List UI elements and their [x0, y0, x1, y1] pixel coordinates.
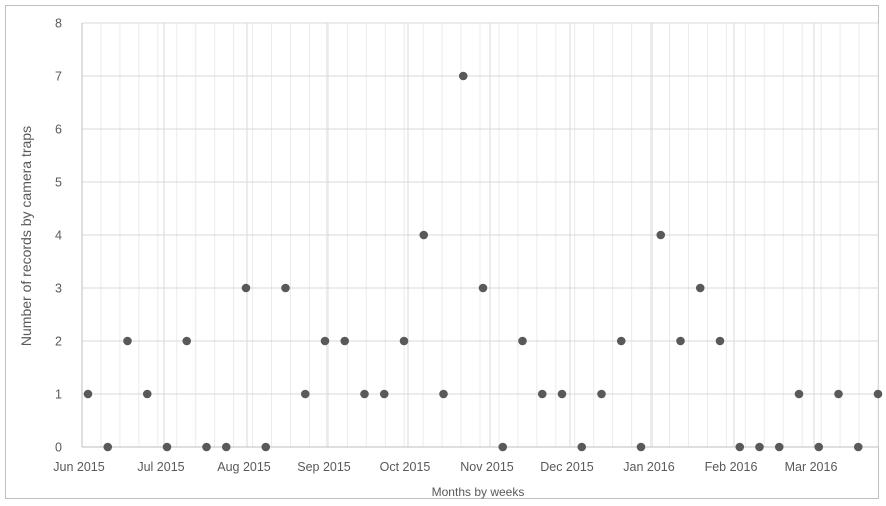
data-point [320, 336, 330, 346]
data-point [241, 283, 251, 293]
data-point [498, 442, 508, 452]
data-point [853, 442, 863, 452]
data-point [379, 389, 389, 399]
data-point [735, 442, 745, 452]
data-point [103, 442, 113, 452]
data-point [360, 389, 369, 399]
x-tick-label: Dec 2015 [540, 460, 594, 474]
data-point [774, 442, 784, 452]
data-point [814, 442, 824, 452]
data-point [202, 442, 211, 452]
x-axis-title: Months by weeks [432, 485, 525, 499]
data-point [755, 442, 764, 452]
y-tick-label: 0 [55, 441, 62, 455]
data-points [83, 71, 883, 452]
data-point [676, 336, 685, 346]
axes [81, 23, 878, 448]
x-tick-label: Aug 2015 [217, 460, 271, 474]
data-point [577, 442, 587, 452]
x-tick-label: Jan 2016 [623, 460, 674, 474]
data-point [478, 283, 488, 293]
y-tick-label: 4 [55, 229, 62, 243]
data-point [518, 336, 527, 346]
x-tick-label: Jun 2015 [53, 460, 104, 474]
data-point [656, 230, 666, 240]
y-tick-label: 3 [55, 282, 62, 296]
y-tick-label: 6 [55, 123, 62, 137]
data-point [616, 336, 626, 346]
data-point [123, 336, 132, 346]
data-point [873, 389, 883, 399]
data-point [142, 389, 152, 399]
x-tick-label: Feb 2016 [705, 460, 758, 474]
data-point [300, 389, 310, 399]
data-point [83, 389, 93, 399]
data-point [636, 442, 646, 452]
y-tick-label: 2 [55, 335, 62, 349]
x-tick-label: Mar 2016 [785, 460, 838, 474]
data-point [537, 389, 547, 399]
y-tick-label: 8 [55, 17, 62, 31]
data-point [439, 389, 448, 399]
y-axis-title: Number of records by camera traps [18, 126, 34, 346]
data-point [794, 389, 804, 399]
data-point [281, 283, 290, 293]
data-point [834, 389, 843, 399]
data-point [597, 389, 606, 399]
tick-labels: Jun 2015 Jul 2015 Aug 2015 Sep 2015 Oct 2015… [53, 17, 837, 475]
y-tick-label: 1 [55, 388, 62, 402]
data-point [557, 389, 567, 399]
data-point [261, 442, 271, 452]
data-point [340, 336, 350, 346]
data-point [221, 442, 231, 452]
data-point [399, 336, 409, 346]
x-tick-label: Nov 2015 [460, 460, 514, 474]
gridlines [82, 22, 879, 447]
data-point [695, 283, 705, 293]
data-point [162, 442, 172, 452]
data-point [715, 336, 725, 346]
x-tick-label: Sep 2015 [297, 460, 351, 474]
y-tick-label: 5 [55, 176, 62, 190]
x-tick-label: Jul 2015 [137, 460, 184, 474]
data-point [182, 336, 192, 346]
data-point [419, 230, 429, 240]
data-point [458, 71, 468, 81]
x-tick-label: Oct 2015 [380, 460, 431, 474]
y-tick-label: 7 [55, 70, 62, 84]
